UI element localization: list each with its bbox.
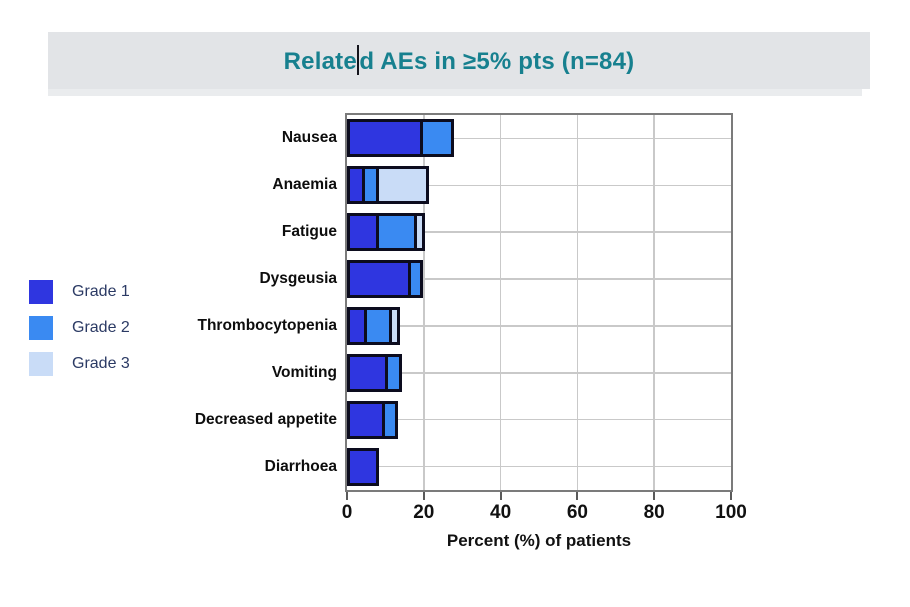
legend-item-grade3: Grade 3 [29, 352, 130, 376]
category-label: Fatigue [281, 223, 337, 241]
x-axis-tick [422, 492, 425, 500]
legend-item-grade1: Grade 1 [29, 280, 130, 304]
title-text-after-caret: d AEs in ≥5% pts (n=84) [359, 48, 635, 75]
bar-row [347, 396, 731, 443]
legend-item-grade2: Grade 2 [29, 316, 130, 340]
category-label: Anaemia [272, 176, 337, 194]
bar-segment-grade-1 [347, 119, 423, 158]
x-axis-tick-label: 0 [341, 502, 353, 523]
x-axis-tick [499, 492, 502, 500]
text-cursor [357, 45, 359, 75]
category-label: Diarrhoea [264, 457, 337, 475]
x-axis-tick-label: 20 [413, 502, 435, 523]
bar-segment-grade-2 [408, 260, 423, 299]
bar-row [347, 256, 731, 303]
title-banner-substrip [48, 89, 862, 96]
stacked-bar-decreased-appetite [347, 400, 398, 439]
title-text-before-caret: Relate [283, 48, 357, 75]
horizontal-gridline [347, 418, 731, 421]
x-axis-tick [653, 492, 656, 500]
grade2-swatch [29, 316, 53, 340]
bar-segment-grade-1 [347, 447, 379, 486]
x-axis-tick [346, 492, 348, 500]
bar-row [347, 443, 731, 490]
stacked-bar-dysgeusia [347, 260, 423, 299]
page-title[interactable]: Relate d AEs in ≥5% pts (n=84) [284, 45, 635, 76]
horizontal-gridline [347, 184, 731, 187]
category-axis-labels: Nausea Anaemia Fatigue Dysgeusia Thrombocyto… [0, 113, 337, 492]
bar-segment-grade-2 [381, 400, 398, 439]
vertical-gridline [653, 115, 655, 490]
grade1-swatch [29, 280, 53, 304]
vertical-gridline [576, 115, 579, 490]
bar-row [347, 303, 731, 350]
stacked-bar-nausea [347, 119, 454, 158]
bar-segment-grade-1 [347, 213, 379, 252]
bar-row [347, 162, 731, 209]
horizontal-gridline [347, 137, 731, 140]
bar-segment-grade-1 [347, 260, 412, 299]
stacked-bar-thrombocytopenia [347, 306, 400, 345]
chart-legend: Grade 1 Grade 2 Grade 3 [29, 280, 130, 388]
plot-area [345, 113, 733, 492]
x-axis-tick [730, 492, 732, 500]
vertical-gridline [423, 115, 425, 490]
horizontal-gridline [347, 372, 731, 374]
horizontal-gridline [347, 465, 731, 468]
bar-segment-grade-2 [419, 119, 454, 158]
bar-segment-grade-1 [347, 400, 385, 439]
x-axis-tick-label: 40 [490, 502, 512, 523]
bar-segment-grade-3 [414, 213, 425, 252]
x-axis-tick-label: 80 [643, 502, 665, 523]
category-label: Vomiting [271, 363, 337, 381]
legend-label: Grade 3 [72, 355, 130, 372]
stacked-bar-vomiting [347, 353, 402, 392]
bar-row [347, 209, 731, 256]
horizontal-gridline [347, 231, 731, 233]
category-label: Thrombocytopenia [197, 316, 337, 334]
x-axis-tick [576, 492, 579, 500]
stacked-bar-anaemia [347, 166, 429, 205]
bar-segment-grade-3 [375, 166, 429, 205]
x-axis-tick-label: 100 [715, 502, 747, 523]
title-banner[interactable]: Relate d AEs in ≥5% pts (n=84) [48, 32, 870, 89]
horizontal-gridline [347, 278, 731, 280]
bar-segment-grade-1 [347, 353, 389, 392]
x-axis-title: Percent (%) of patients [446, 531, 632, 550]
x-axis-ticks [345, 492, 733, 502]
bar-segment-grade-3 [389, 306, 400, 345]
bar-row [347, 115, 731, 162]
bar-row [347, 349, 731, 396]
vertical-gridline [499, 115, 502, 490]
horizontal-gridline [347, 325, 731, 327]
legend-label: Grade 2 [72, 319, 130, 336]
stacked-bar-fatigue [347, 213, 425, 252]
category-label: Nausea [281, 129, 337, 147]
grade3-swatch [29, 352, 53, 376]
stacked-bar-diarrhoea [347, 447, 379, 486]
legend-label: Grade 1 [72, 283, 130, 300]
category-label: Decreased appetite [194, 410, 337, 428]
bar-segment-grade-2 [364, 306, 393, 345]
category-label: Dysgeusia [259, 270, 337, 288]
x-axis-tick-labels: 0 20 40 60 80 100 [341, 502, 747, 526]
bar-segment-grade-2 [385, 353, 402, 392]
x-axis-tick-label: 60 [566, 502, 588, 523]
bar-segment-grade-2 [375, 213, 418, 252]
